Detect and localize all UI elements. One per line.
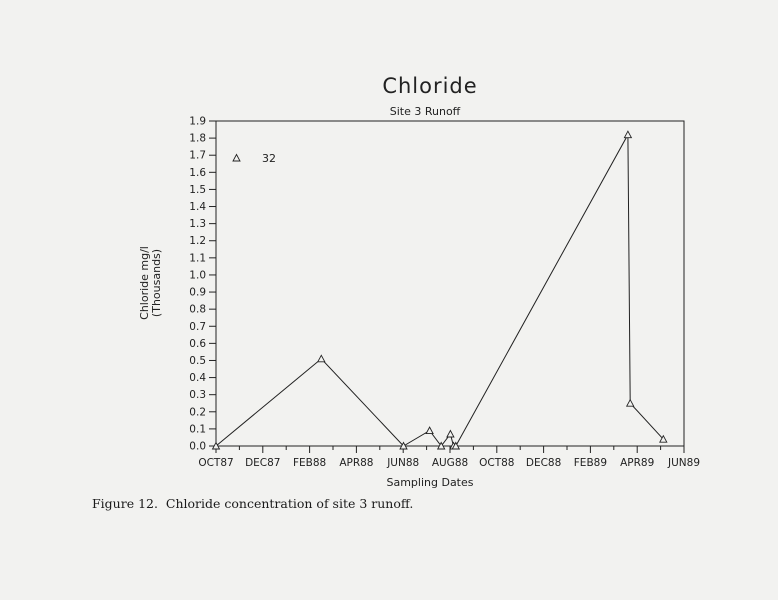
- chart-title: Chloride: [382, 74, 477, 98]
- x-tick-label: APR88: [339, 457, 373, 469]
- data-point-triangle: [623, 130, 633, 139]
- y-tick-label: 0.3: [189, 389, 206, 401]
- x-tick-label: APR89: [620, 457, 654, 469]
- data-point-triangle: [659, 434, 668, 443]
- y-tick-label: 1.7: [189, 150, 206, 162]
- x-axis: OCT87 DEC87 FEB88 APR88 JUN88 AUG88 OCT88 DEC88…: [198, 446, 700, 469]
- y-tick-label: 0.1: [189, 423, 206, 435]
- y-tick-label: 1.9: [189, 116, 206, 128]
- x-tick-label: JUN89: [667, 457, 700, 469]
- x-tick-label: DEC88: [526, 457, 561, 469]
- y-axis-label-units: (Thousands): [150, 249, 163, 317]
- plot-frame: [215, 120, 685, 447]
- y-tick-label: 0.5: [189, 355, 206, 367]
- data-point-triangle: [317, 354, 326, 363]
- y-tick-label: 0.8: [189, 304, 206, 316]
- figure-caption: Figure 12. Chloride concentration of sit…: [92, 496, 414, 511]
- data-point-triangle: [211, 441, 221, 450]
- chart-subtitle: Site 3 Runoff: [390, 105, 461, 118]
- y-tick-label: 0.0: [189, 441, 206, 453]
- x-tick-label: FEB89: [574, 457, 607, 469]
- y-tick-label: 1.2: [189, 235, 206, 247]
- y-tick-label: 1.4: [189, 201, 206, 213]
- x-tick-label: AUG88: [432, 457, 468, 469]
- y-tick-label: 1.5: [189, 184, 206, 196]
- y-tick-label: 0.7: [189, 321, 206, 333]
- y-tick-label: 0.4: [189, 372, 206, 384]
- x-tick-label: OCT87: [198, 457, 233, 469]
- y-axis: 0.0 0.1 0.2 0.3 0.4 0.5 0.6 0.7 0.8 0.9 1.0 1.1 1.2 1…: [189, 116, 216, 453]
- x-tick-label: DEC87: [245, 457, 280, 469]
- legend-label: 32: [262, 152, 276, 165]
- data-point-triangle: [436, 441, 446, 450]
- x-tick-label: OCT88: [479, 457, 514, 469]
- data-point-triangle: [446, 429, 455, 438]
- y-tick-label: 0.2: [189, 406, 206, 418]
- y-axis-label: Chloride mg/l: [138, 246, 151, 320]
- x-tick-label: FEB88: [293, 457, 326, 469]
- y-tick-label: 1.8: [189, 133, 206, 145]
- data-point-triangle: [425, 426, 434, 435]
- legend: 32: [232, 152, 276, 165]
- data-point-triangle: [399, 441, 408, 450]
- data-point-triangle: [451, 441, 461, 450]
- data-point-triangle: [625, 398, 635, 407]
- y-tick-label: 1.3: [189, 218, 206, 230]
- y-tick-label: 0.9: [189, 287, 206, 299]
- y-axis-label-group: Chloride mg/l (Thousands): [138, 246, 163, 320]
- y-tick-label: 1.0: [189, 269, 206, 281]
- y-tick-label: 1.1: [189, 252, 206, 264]
- x-axis-label: Sampling Dates: [386, 476, 473, 489]
- x-tick-label: JUN88: [386, 457, 419, 469]
- y-tick-label: 0.6: [189, 338, 206, 350]
- y-tick-label: 1.6: [189, 167, 206, 179]
- legend-marker-triangle: [232, 153, 241, 162]
- series-line: [215, 132, 664, 447]
- series-layer: [211, 130, 668, 450]
